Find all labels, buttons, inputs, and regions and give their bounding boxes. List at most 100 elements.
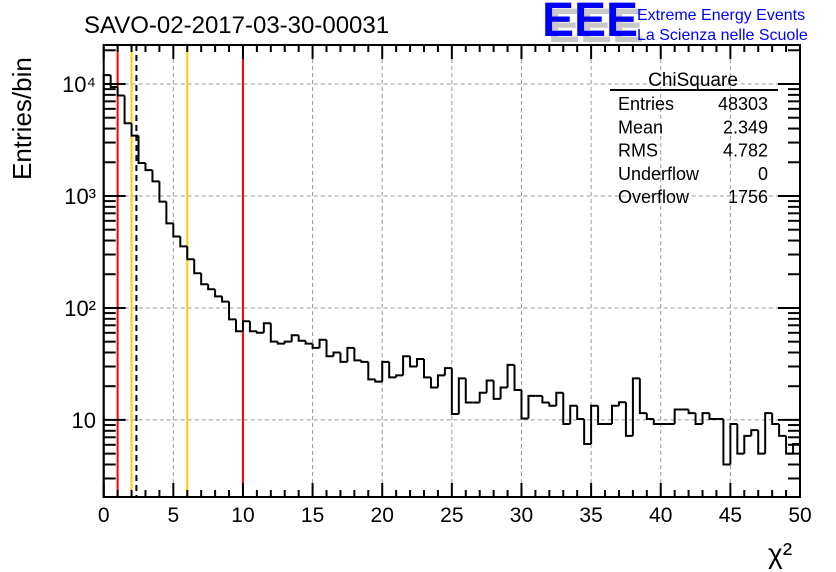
histogram-bin bbox=[144, 163, 153, 172]
histogram-bin bbox=[165, 201, 174, 225]
histogram-bin bbox=[499, 386, 508, 399]
histogram-bin bbox=[590, 404, 599, 444]
marker-lines bbox=[116, 45, 244, 497]
axis-ticks bbox=[102, 45, 801, 497]
stats-value: 2.349 bbox=[723, 117, 768, 137]
histogram-bin bbox=[221, 296, 230, 303]
histogram-bin bbox=[694, 413, 703, 425]
histogram-bin bbox=[757, 430, 766, 455]
histogram-bin bbox=[325, 339, 334, 358]
histogram-bin bbox=[527, 394, 536, 419]
eee-logo: EEE Extreme Energy Events La Scienza nel… bbox=[542, 0, 808, 47]
stats-value: 48303 bbox=[718, 94, 768, 114]
histogram-bin bbox=[576, 405, 585, 420]
x-tick-label: 50 bbox=[788, 504, 811, 527]
x-tick-label: 30 bbox=[510, 504, 533, 527]
histogram-bin bbox=[130, 123, 139, 137]
logo-letters: EEE bbox=[542, 0, 638, 47]
histogram-bin bbox=[200, 273, 209, 286]
histogram-bin bbox=[736, 423, 745, 455]
histogram-bin bbox=[109, 75, 118, 89]
histogram-bin bbox=[687, 409, 696, 415]
y-tick-label: 10² bbox=[64, 296, 96, 321]
histogram-bin bbox=[339, 352, 348, 363]
stats-label: RMS bbox=[618, 141, 658, 161]
y-tick-label: 10⁴ bbox=[62, 72, 96, 97]
histogram-bin bbox=[311, 343, 320, 349]
stats-label: Underflow bbox=[618, 164, 700, 184]
histogram-bin bbox=[701, 412, 710, 424]
histogram-bin bbox=[450, 368, 459, 415]
x-tick-label: 20 bbox=[371, 504, 394, 527]
histogram-bin bbox=[548, 402, 557, 407]
histogram-bin bbox=[464, 378, 473, 404]
histogram-bin bbox=[485, 379, 494, 393]
histogram-bin bbox=[436, 374, 445, 388]
histogram-bin bbox=[186, 246, 195, 261]
x-tick-label: 10 bbox=[231, 504, 254, 527]
histogram-bin bbox=[409, 356, 418, 368]
logo-line-1: Extreme Energy Events bbox=[637, 7, 805, 24]
histogram-bin bbox=[562, 392, 571, 425]
histogram-bin bbox=[193, 259, 202, 275]
histogram-bin bbox=[506, 363, 515, 388]
histogram-bin bbox=[457, 377, 466, 414]
histogram-bin bbox=[743, 434, 752, 454]
histogram-bin bbox=[443, 367, 452, 376]
stats-title: ChiSquare bbox=[648, 70, 738, 91]
histogram bbox=[102, 74, 800, 497]
histogram-bin bbox=[388, 361, 397, 379]
histogram-bin bbox=[353, 347, 362, 362]
histogram-bin bbox=[102, 74, 111, 497]
histogram-bin bbox=[346, 346, 355, 362]
histogram-bin bbox=[583, 418, 592, 445]
histogram-bin bbox=[381, 360, 390, 382]
histogram-bin bbox=[116, 87, 125, 97]
histogram-bin bbox=[597, 405, 606, 425]
stats-row: Entries 48303 bbox=[618, 94, 768, 114]
stats-label: Entries bbox=[618, 94, 674, 114]
histogram-bin bbox=[290, 334, 299, 342]
stats-value: 0 bbox=[758, 164, 768, 184]
stats-value: 4.782 bbox=[723, 141, 768, 161]
stats-row: RMS 4.782 bbox=[618, 141, 768, 161]
histogram-bin bbox=[367, 361, 376, 381]
histogram-bin bbox=[652, 418, 661, 425]
x-tick-label: 40 bbox=[649, 504, 672, 527]
histogram-bin bbox=[123, 95, 132, 125]
histogram-bin bbox=[255, 331, 264, 334]
histogram-bin bbox=[360, 360, 369, 363]
stats-label: Overflow bbox=[618, 187, 690, 207]
histogram-bin bbox=[304, 340, 313, 345]
histogram-bin bbox=[764, 412, 773, 454]
histogram-bin bbox=[137, 135, 146, 165]
histogram-bin bbox=[214, 289, 223, 298]
histogram-bin bbox=[569, 404, 578, 424]
histogram-bin bbox=[269, 323, 278, 343]
histogram-bin bbox=[729, 422, 738, 465]
histogram-bin bbox=[332, 351, 341, 357]
histogram-bin bbox=[610, 404, 619, 424]
histogram-bin bbox=[555, 391, 564, 406]
histogram-bin bbox=[513, 364, 522, 392]
histogram-bin bbox=[771, 413, 780, 425]
histogram-bin bbox=[234, 319, 243, 333]
y-axis-label: Entries/bin bbox=[7, 57, 37, 180]
y-tick-label: 10 bbox=[72, 408, 96, 433]
x-tick-labels: 0 5 10 15 20 25 30 35 40 45 50 bbox=[98, 504, 812, 527]
y-tick-labels: 10⁴ 10³ 10² 10 bbox=[62, 72, 96, 433]
histogram-bin bbox=[318, 338, 327, 348]
histogram-bin bbox=[416, 358, 424, 367]
histogram-bin bbox=[617, 401, 626, 406]
histogram-bin bbox=[645, 413, 654, 420]
stats-value: 1756 bbox=[728, 187, 768, 207]
stats-row: Overflow 1756 bbox=[618, 187, 768, 207]
x-tick-label: 15 bbox=[301, 504, 324, 527]
x-tick-label: 35 bbox=[579, 504, 602, 527]
stats-label: Mean bbox=[618, 117, 663, 137]
histogram-bin bbox=[276, 341, 285, 345]
x-tick-label: 45 bbox=[719, 504, 742, 527]
chart-title: SAVO-02-2017-03-30-00031 bbox=[84, 12, 389, 39]
x-tick-label: 0 bbox=[98, 504, 110, 527]
histogram-bin bbox=[422, 359, 431, 379]
